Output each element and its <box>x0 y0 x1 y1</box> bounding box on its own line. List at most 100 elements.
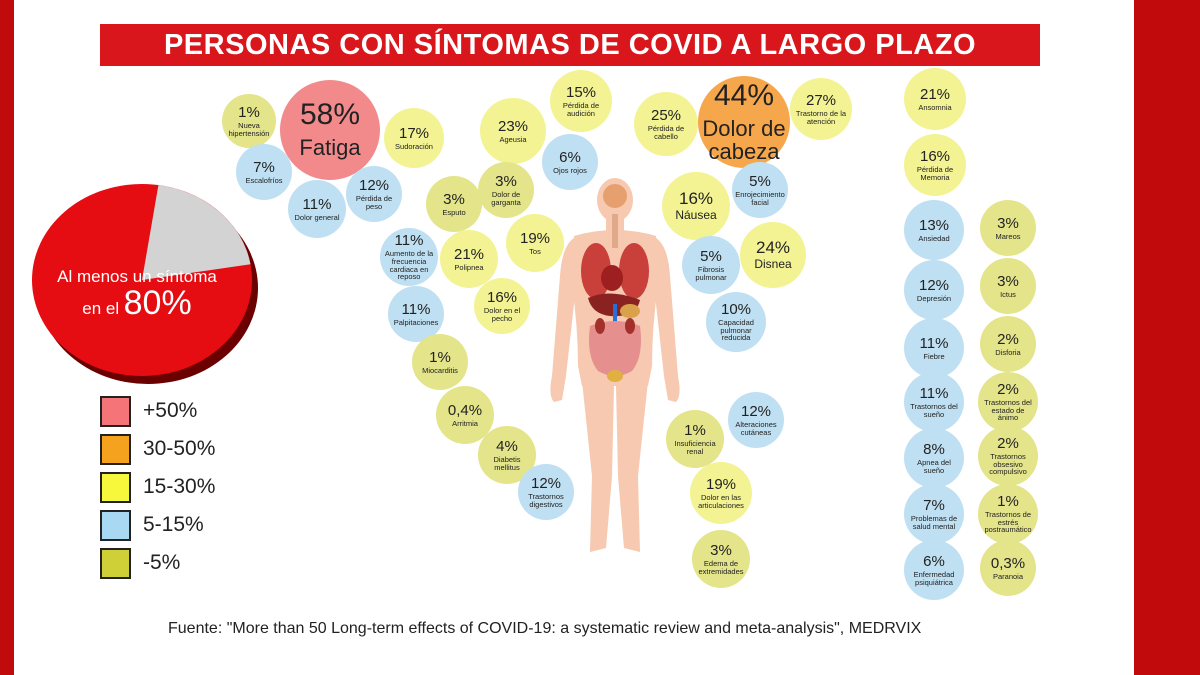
symptom-label: Nueva hipertensión <box>228 120 270 138</box>
symptom-bubble-sudoracion: 17% Sudoración <box>384 108 444 168</box>
legend-label: 15-30% <box>143 475 216 498</box>
symptom-percent: 11% <box>302 195 332 213</box>
symptom-percent: 44% <box>713 78 775 112</box>
symptom-label: Trastornos obsesivo compulsivo <box>989 451 1027 477</box>
symptom-label: Trastornos de estrés postraumático <box>984 509 1032 535</box>
symptom-label: Trastornos digestivos <box>528 491 564 509</box>
symptom-percent: 4% <box>496 437 518 455</box>
symptom-label: Pérdida de Memoria <box>916 164 954 182</box>
symptom-label: Trastornos del estado de ánimo <box>984 397 1032 423</box>
symptom-bubble-dolor-en-el-pecho: 16% Dolor en el pecho <box>474 278 530 334</box>
symptom-percent: 6% <box>923 552 945 570</box>
symptom-label: Ojos rojos <box>553 165 587 175</box>
symptom-label: Ansomnia <box>918 102 952 112</box>
symptom-label: Dolor de garganta <box>491 189 521 207</box>
symptom-percent: 19% <box>519 229 551 247</box>
symptom-label: Arritmia <box>452 418 478 428</box>
symptom-bubble-obsesivo-compulsivo: 2% Trastornos obsesivo compulsivo <box>978 426 1038 486</box>
symptom-label: Enfermedad psiquiátrica <box>913 569 955 587</box>
source-citation: Fuente: "More than 50 Long-term effects … <box>168 620 922 637</box>
symptom-bubble-estres-postraumatico: 1% Trastornos de estrés postraumático <box>978 484 1038 544</box>
legend-swatch <box>100 395 131 427</box>
legend-item: 5-15% <box>100 506 215 544</box>
symptom-bubble-palpitaciones: 11% Palpitaciones <box>388 286 444 342</box>
legend-swatch <box>100 433 131 465</box>
symptom-label: Trastorno de la atención <box>795 108 847 126</box>
summary-line2: en el <box>82 298 120 318</box>
symptom-bubble-enfermedad-psiquiatrica: 6% Enfermedad psiquiátrica <box>904 540 964 600</box>
symptom-label: Aumento de la frecuencia cardiaca en rep… <box>384 248 434 282</box>
summary-text: Al menos un síntoma en el 80% <box>52 268 222 322</box>
symptom-bubble-nausea: 16% Náusea <box>662 172 730 240</box>
symptom-bubble-nueva-hipertension: 1% Nueva hipertensión <box>222 94 276 148</box>
legend-item: 15-30% <box>100 468 215 506</box>
symptom-percent: 10% <box>720 300 752 318</box>
symptom-bubble-edema-extremidades: 3% Edema de extremidades <box>692 530 750 588</box>
symptom-percent: 2% <box>997 380 1019 398</box>
legend-swatch <box>100 471 131 503</box>
symptom-percent: 21% <box>919 85 951 103</box>
symptom-percent: 2% <box>997 330 1019 348</box>
symptom-bubble-salud-mental: 7% Problemas de salud mental <box>904 484 964 544</box>
symptom-bubble-perdida-de-cabello: 25% Pérdida de cabello <box>634 92 698 156</box>
symptom-percent: 1% <box>238 103 260 121</box>
symptom-label: Escalofríos <box>245 175 283 185</box>
symptom-percent: 17% <box>398 124 430 142</box>
human-body-illustration <box>550 178 680 552</box>
legend-label: 5-15% <box>143 513 204 536</box>
symptom-bubble-apnea-sueno: 8% Apnea del sueño <box>904 428 964 488</box>
symptom-label: Edema de extremidades <box>698 558 744 576</box>
symptom-bubble-dolor-de-cabeza: 44% Dolor de cabeza <box>698 76 790 168</box>
symptom-percent: 12% <box>918 276 950 294</box>
symptom-bubble-fiebre: 11% Fiebre <box>904 318 964 378</box>
symptom-percent: 1% <box>684 421 706 439</box>
symptom-bubble-trastornos-animo: 2% Trastornos del estado de ánimo <box>978 372 1038 432</box>
symptom-bubble-escalofrios: 7% Escalofríos <box>236 144 292 200</box>
symptom-label: Miocarditis <box>422 365 458 375</box>
symptom-bubble-dolor-general: 11% Dolor general <box>288 180 346 238</box>
symptom-bubble-frecuencia-cardiaca: 11% Aumento de la frecuencia cardiaca en … <box>380 228 438 286</box>
symptom-percent: 3% <box>710 541 732 559</box>
symptom-label: Problemas de salud mental <box>910 513 958 531</box>
symptom-label: Pérdida de peso <box>355 193 393 211</box>
symptom-percent: 16% <box>486 288 518 306</box>
symptom-label: Pérdida de cabello <box>647 123 685 141</box>
symptom-label: Tos <box>529 246 541 256</box>
symptom-label: Capacidad pulmonar reducida <box>718 317 754 343</box>
symptom-label: Mareos <box>995 231 1021 241</box>
symptom-label: Ageusia <box>499 134 527 144</box>
symptom-percent: 27% <box>805 91 837 109</box>
symptom-percent: 11% <box>394 231 424 249</box>
symptom-bubble-dolor-articulaciones: 19% Dolor en las articulaciones <box>690 462 752 524</box>
symptom-percent: 11% <box>919 334 949 352</box>
symptom-bubble-ansomnia: 21% Ansomnia <box>904 68 966 130</box>
symptom-bubble-ictus: 3% Ictus <box>980 258 1036 314</box>
symptom-bubble-fatiga: 58% Fatiga <box>280 80 380 180</box>
legend-label: 30-50% <box>143 437 216 460</box>
symptom-percent: 12% <box>740 402 772 420</box>
symptom-percent: 11% <box>919 384 949 402</box>
symptom-label: Disforia <box>995 347 1021 357</box>
symptom-percent: 2% <box>997 434 1019 452</box>
symptom-bubble-trastornos-sueno: 11% Trastornos del sueño <box>904 372 964 432</box>
symptom-label: Sudoración <box>395 141 433 151</box>
symptom-bubble-perdida-de-memoria: 16% Pérdida de Memoria <box>904 134 966 196</box>
body-organs <box>581 184 649 382</box>
symptom-label: Fiebre <box>923 351 945 361</box>
symptom-bubble-trastornos-digestivos: 12% Trastornos digestivos <box>518 464 574 520</box>
symptom-bubble-enrojecimiento-facial: 5% Enrojecimiento facial <box>732 162 788 218</box>
symptom-percent: 3% <box>495 172 517 190</box>
symptom-percent: 12% <box>530 474 562 492</box>
symptom-bubble-mareos: 3% Mareos <box>980 200 1036 256</box>
symptom-bubble-perdida-de-peso: 12% Pérdida de peso <box>346 166 402 222</box>
symptom-percent: 15% <box>565 83 597 101</box>
symptom-percent: 25% <box>650 106 682 124</box>
symptom-bubble-esputo: 3% Esputo <box>426 176 482 232</box>
symptom-label: Náusea <box>675 208 717 223</box>
symptom-bubble-alteraciones-cutaneas: 12% Alteraciones cutáneas <box>728 392 784 448</box>
symptom-bubble-tos: 19% Tos <box>506 214 564 272</box>
symptom-percent: 8% <box>923 440 945 458</box>
symptom-percent: 7% <box>923 496 945 514</box>
symptom-label: Palpitaciones <box>393 317 439 327</box>
symptom-bubble-ageusia: 23% Ageusia <box>480 98 546 164</box>
